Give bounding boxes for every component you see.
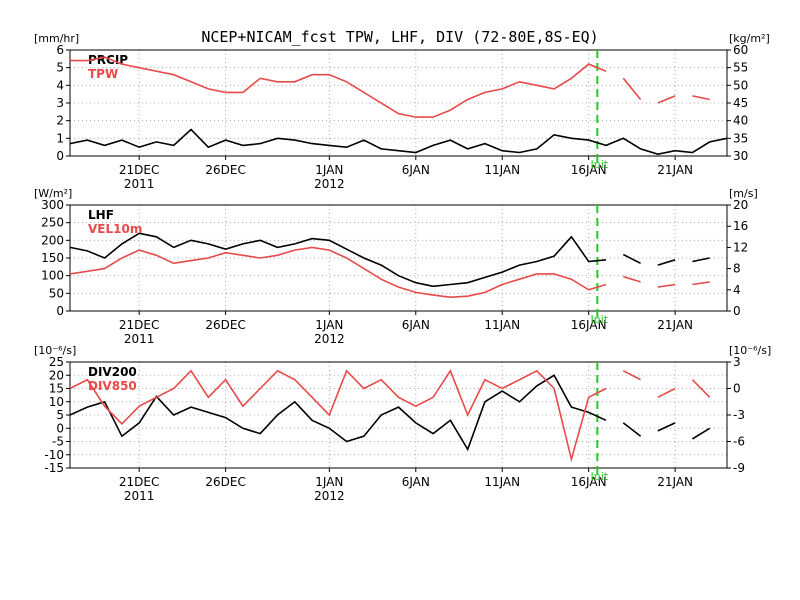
x-tick-label: 11JAN [484, 163, 520, 177]
legend-div850: DIV850 [88, 379, 137, 393]
y-tick-label: 2 [56, 114, 64, 128]
init-label: Init [591, 313, 609, 326]
x-tick-label: 21DEC [119, 475, 159, 489]
y2-tick-label: 0 [733, 304, 741, 318]
x-year-label: 2012 [314, 489, 345, 503]
x-tick-label: 6JAN [402, 475, 430, 489]
x-tick-label: 21JAN [657, 163, 693, 177]
y-tick-label: 150 [41, 251, 64, 265]
y2-tick-label: 40 [733, 114, 748, 128]
y-tick-label: 10 [49, 395, 64, 409]
x-tick-label: 21JAN [657, 475, 693, 489]
y-tick-label: 20 [49, 368, 64, 382]
legend-prcip: PRCIP [88, 53, 128, 67]
y2-tick-label: 16 [733, 219, 748, 233]
y2-tick-label: -3 [733, 408, 745, 422]
left-unit-label: [W/m²] [34, 187, 72, 200]
x-tick-label: 26DEC [205, 318, 245, 332]
x-tick-label: 21JAN [657, 318, 693, 332]
x-tick-label: 11JAN [484, 318, 520, 332]
legend-lhf: LHF [88, 208, 114, 222]
y2-tick-label: 12 [733, 240, 748, 254]
right-unit-label: [m/s] [729, 187, 758, 200]
y-tick-label: 5 [56, 61, 64, 75]
y2-tick-label: 30 [733, 149, 748, 163]
x-tick-label: 1JAN [315, 163, 343, 177]
y-tick-label: 15 [49, 382, 64, 396]
legend-vel10m: VEL10m [88, 222, 142, 236]
y-tick-label: 1 [56, 131, 64, 145]
x-year-label: 2012 [314, 177, 345, 191]
x-year-label: 2011 [124, 332, 155, 346]
series-line-div200 [70, 375, 727, 449]
x-tick-label: 1JAN [315, 475, 343, 489]
y-tick-label: 6 [56, 43, 64, 57]
init-label: Init [591, 158, 609, 171]
x-tick-label: 26DEC [205, 163, 245, 177]
left-unit-label: [mm/hr] [34, 32, 79, 45]
x-tick-label: 21DEC [119, 318, 159, 332]
y-tick-label: 5 [56, 408, 64, 422]
y-tick-label: 4 [56, 78, 64, 92]
y2-tick-label: 35 [733, 131, 748, 145]
y-tick-label: 3 [56, 96, 64, 110]
y-tick-label: 250 [41, 216, 64, 230]
y-tick-label: 0 [56, 149, 64, 163]
y2-tick-label: 60 [733, 43, 748, 57]
panel-lhf: 0 50 100 150 200 250 300 0 4 8 12 16 20 [W/m²] [m/s] 21… [34, 187, 758, 346]
x-tick-label: 16JAN [571, 318, 607, 332]
y-tick-label: 25 [49, 355, 64, 369]
right-unit-label: [kg/m²] [729, 32, 770, 45]
y-tick-label: -5 [52, 435, 64, 449]
x-year-label: 2012 [314, 332, 345, 346]
legend-tpw: TPW [88, 67, 118, 81]
y2-tick-label: -9 [733, 461, 745, 475]
y-tick-label: 300 [41, 198, 64, 212]
init-label: Init [591, 470, 609, 483]
right-unit-label: [10⁻⁶/s] [729, 344, 771, 357]
y2-tick-label: 55 [733, 61, 748, 75]
y-tick-label: 200 [41, 233, 64, 247]
y-tick-label: -10 [44, 448, 64, 462]
x-tick-label: 16JAN [571, 163, 607, 177]
y-tick-label: 0 [56, 421, 64, 435]
y2-tick-label: 20 [733, 198, 748, 212]
y2-tick-label: 50 [733, 78, 748, 92]
y-tick-label: -15 [44, 461, 64, 475]
y2-tick-label: 0 [733, 382, 741, 396]
y-tick-label: 100 [41, 269, 64, 283]
left-unit-label: [10⁻⁶/s] [34, 344, 76, 357]
x-tick-label: 1JAN [315, 318, 343, 332]
series-line-vel10m [70, 247, 727, 297]
x-tick-label: 11JAN [484, 475, 520, 489]
x-tick-label: 21DEC [119, 163, 159, 177]
x-tick-label: 6JAN [402, 163, 430, 177]
chart-title: NCEP+NICAM_fcst TPW, LHF, DIV (72-80E,8S… [201, 28, 598, 46]
y2-tick-label: 3 [733, 355, 741, 369]
y2-tick-label: 4 [733, 283, 741, 297]
series-line-tpw [70, 57, 727, 117]
legend-div200: DIV200 [88, 365, 137, 379]
y2-tick-label: -6 [733, 435, 745, 449]
x-year-label: 2011 [124, 489, 155, 503]
y2-tick-label: 8 [733, 262, 741, 276]
series-line-prcip [69, 128, 728, 156]
x-tick-label: 16JAN [571, 475, 607, 489]
x-year-label: 2011 [124, 177, 155, 191]
x-tick-label: 26DEC [205, 475, 245, 489]
y2-tick-label: 45 [733, 96, 748, 110]
x-tick-label: 6JAN [402, 318, 430, 332]
y-tick-label: 0 [56, 304, 64, 318]
y-tick-label: 50 [49, 286, 64, 300]
